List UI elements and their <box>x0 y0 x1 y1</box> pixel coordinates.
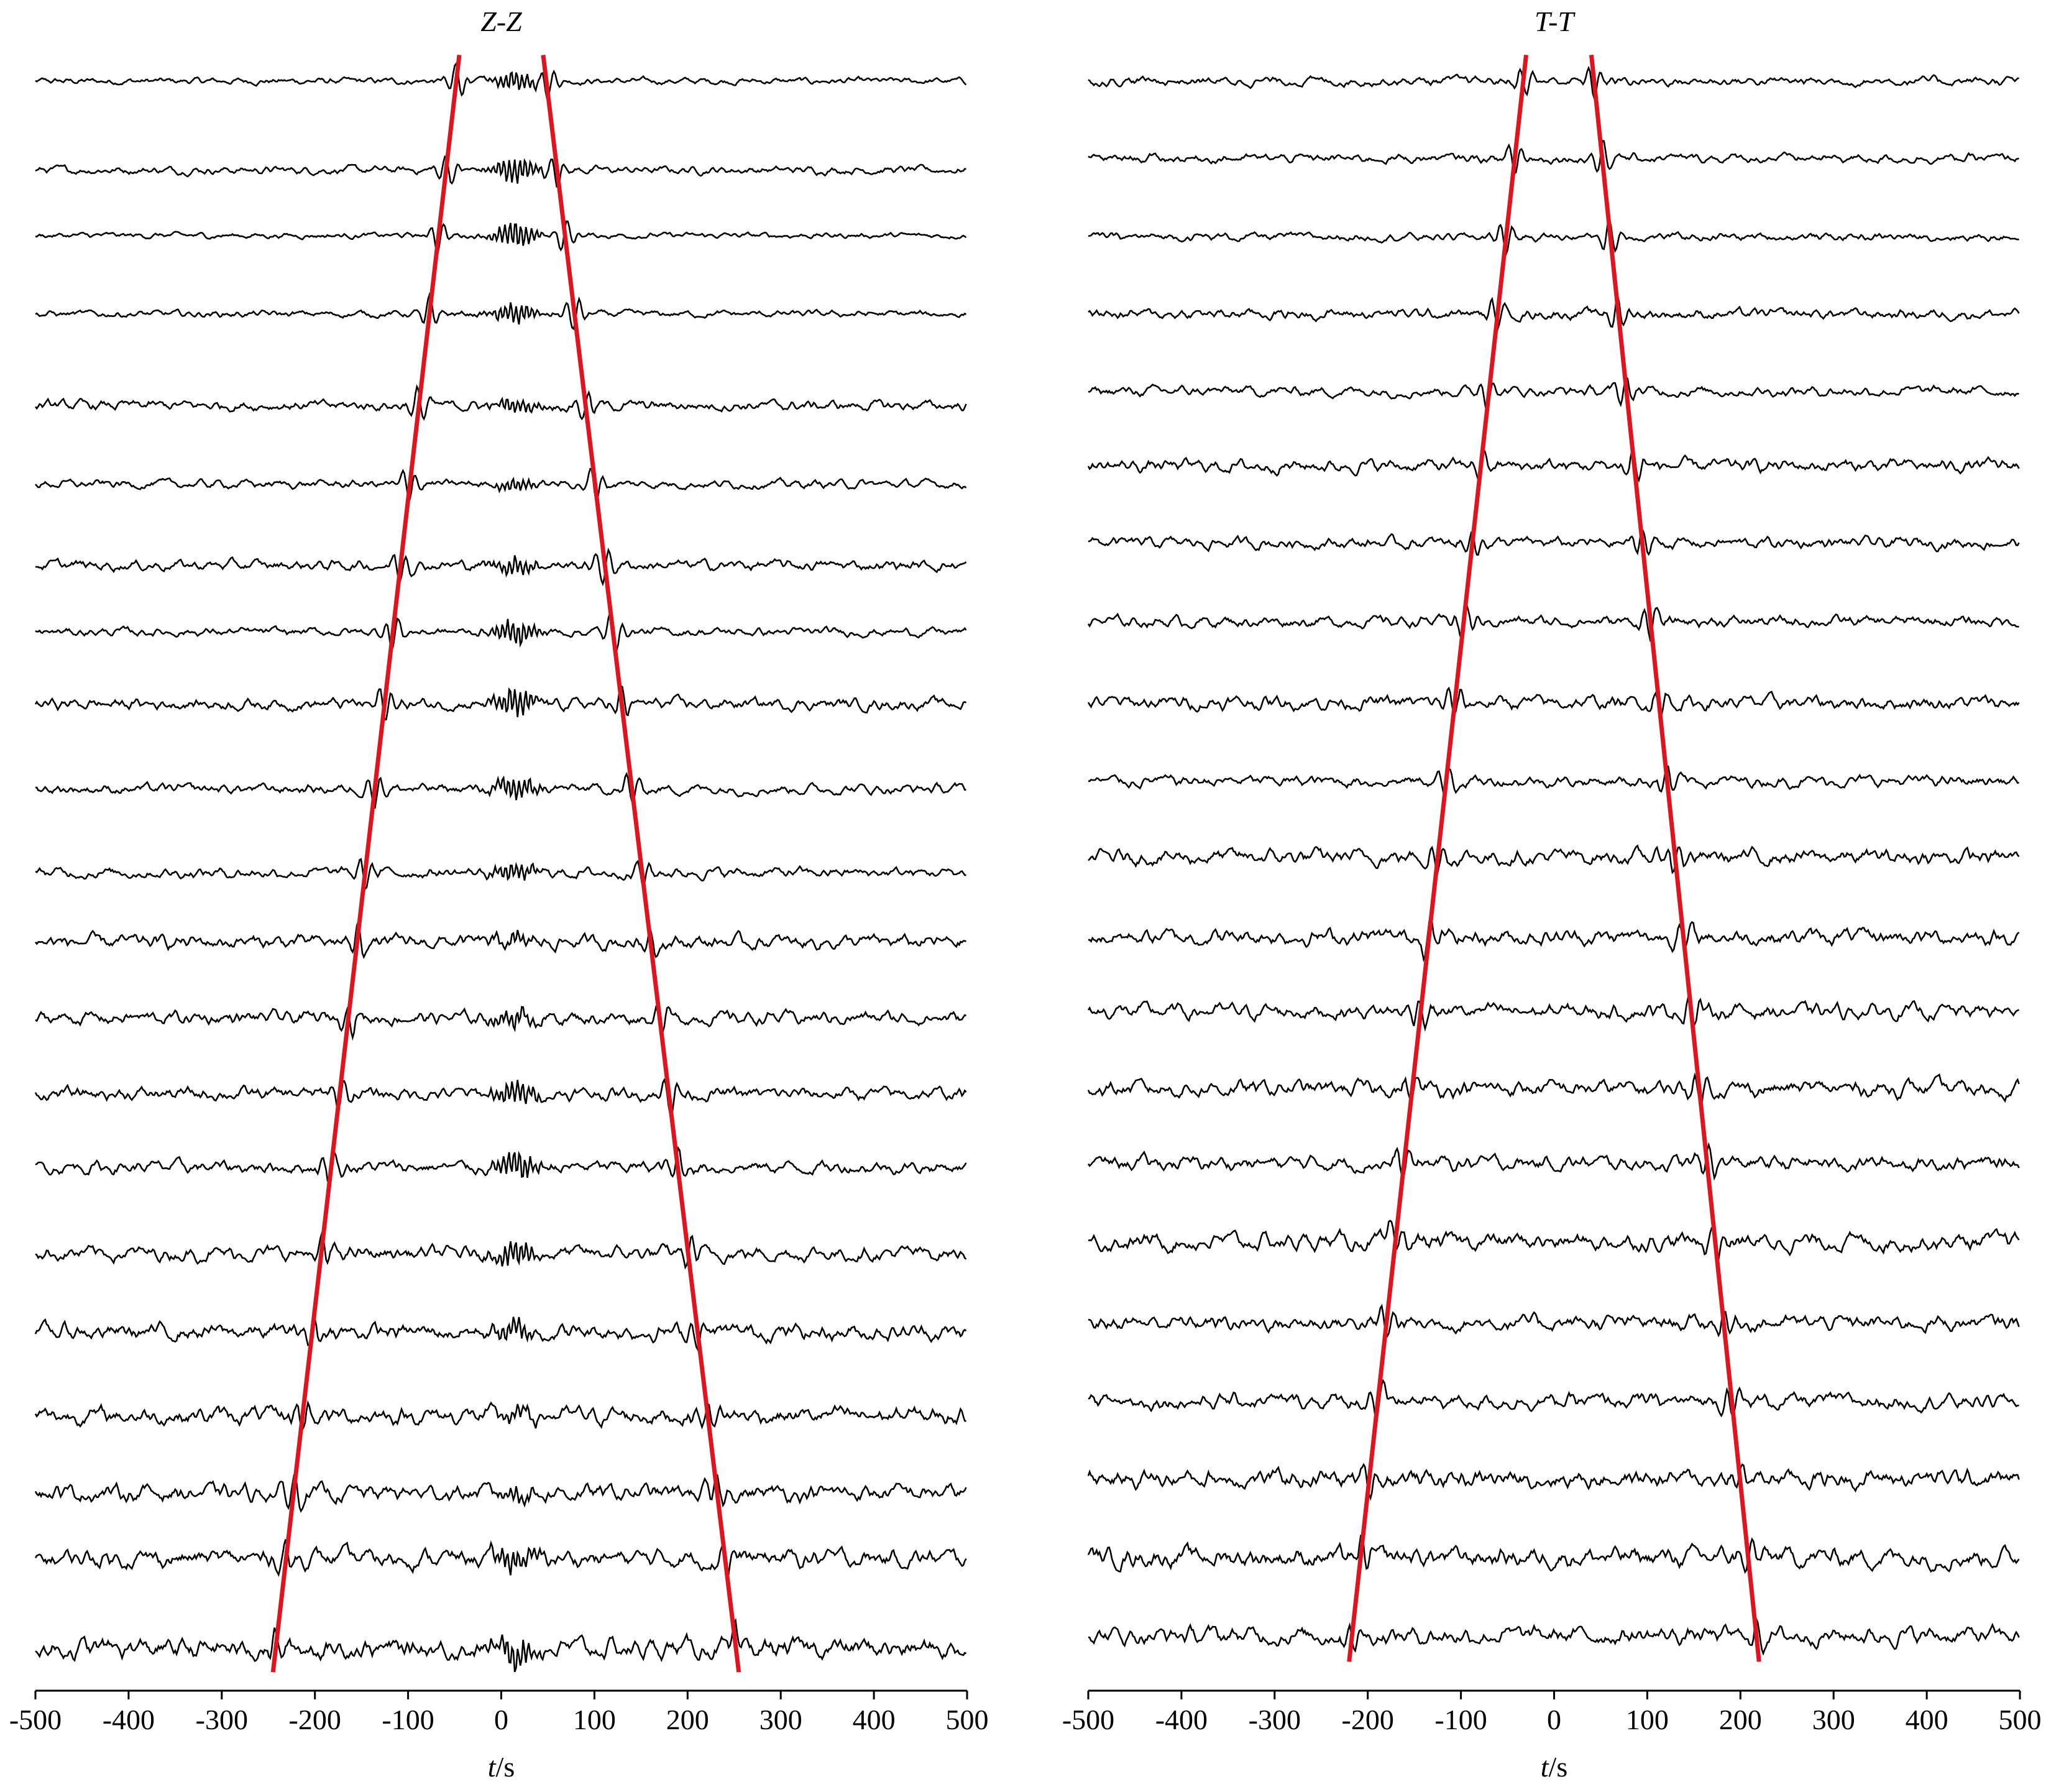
trace <box>35 1618 967 1673</box>
panel: T-T -500 -400 -300 -200 -100 0 100 200 300 400 500 t… <box>1062 6 2042 1783</box>
moveout-line <box>1589 55 1761 1662</box>
x-axis-label-rest: /s <box>496 1751 515 1783</box>
trace <box>1088 1379 2019 1423</box>
trace <box>35 1005 967 1041</box>
trace <box>34 384 967 421</box>
trace <box>35 220 967 254</box>
x-tick-label: 200 <box>1719 1704 1762 1735</box>
x-tick-label: 400 <box>853 1704 896 1735</box>
trace <box>1087 1142 2020 1181</box>
x-tick-label: -400 <box>1155 1704 1208 1735</box>
trace <box>35 62 967 100</box>
x-tick-label: 500 <box>946 1704 989 1735</box>
panel: Z-Z -500 -400 -300 -200 -100 0 100 200 300 400 500 t… <box>9 6 989 1783</box>
x-tick-label: 300 <box>1812 1704 1855 1735</box>
trace <box>1088 139 2019 174</box>
trace <box>1088 295 2020 333</box>
x-tick-label: 100 <box>573 1704 616 1735</box>
trace <box>35 610 967 653</box>
x-tick-label: 300 <box>759 1704 802 1735</box>
x-axis-label-italic: t <box>488 1751 497 1783</box>
x-tick-label: 100 <box>1626 1704 1669 1735</box>
moveout-line <box>541 54 741 1673</box>
x-tick-label: -300 <box>196 1704 248 1735</box>
trace <box>1087 602 2019 643</box>
x-tick-label: -100 <box>1434 1704 1487 1735</box>
x-tick-label: 0 <box>494 1704 508 1735</box>
x-tick-label: 0 <box>1547 1704 1561 1735</box>
trace <box>1087 1072 2020 1106</box>
x-tick-label: 500 <box>1999 1704 2042 1735</box>
x-tick-label: -200 <box>1342 1704 1394 1735</box>
trace <box>1088 1220 2020 1263</box>
panel-title: T-T <box>1535 6 1576 37</box>
x-tick-label: -200 <box>289 1704 341 1735</box>
x-tick-label: -100 <box>382 1704 434 1735</box>
trace <box>1087 1463 2020 1501</box>
trace <box>35 1231 967 1270</box>
x-axis-label-rest: /s <box>1549 1751 1568 1783</box>
trace <box>1087 996 2020 1032</box>
trace <box>1088 1616 2020 1656</box>
trace <box>35 292 967 331</box>
trace <box>1087 686 2020 717</box>
trace <box>1088 1303 2020 1338</box>
x-axis-label: t/s <box>488 1751 515 1783</box>
moveout-line <box>1347 55 1529 1662</box>
trace <box>1088 65 2019 100</box>
trace <box>34 919 967 960</box>
x-tick-label: -500 <box>9 1704 62 1735</box>
x-tick-label: 400 <box>1906 1704 1948 1735</box>
x-tick-label: -500 <box>1062 1704 1114 1735</box>
trace <box>35 548 967 587</box>
trace <box>34 1474 967 1513</box>
trace <box>35 467 967 503</box>
x-tick-label: -300 <box>1249 1704 1301 1735</box>
trace <box>35 771 966 809</box>
trace <box>34 1539 967 1580</box>
panel-title: Z-Z <box>480 6 522 37</box>
trace <box>34 1078 967 1119</box>
trace <box>1087 1534 2020 1574</box>
trace <box>35 858 966 891</box>
x-tick-label: -400 <box>103 1704 155 1735</box>
moveout-line <box>270 55 462 1673</box>
trace <box>35 155 966 189</box>
trace <box>1088 916 2020 963</box>
x-tick-label: 200 <box>666 1704 709 1735</box>
trace <box>1088 765 2019 794</box>
trace <box>1088 530 2020 556</box>
trace <box>1088 844 2020 875</box>
trace <box>34 684 967 721</box>
x-axis-label-italic: t <box>1541 1751 1549 1783</box>
trace <box>34 1315 967 1352</box>
trace <box>35 1146 967 1187</box>
trace <box>1087 446 2020 483</box>
trace <box>1088 375 2019 414</box>
trace <box>34 1400 966 1431</box>
trace <box>1088 218 2019 257</box>
x-axis-label: t/s <box>1541 1751 1567 1783</box>
